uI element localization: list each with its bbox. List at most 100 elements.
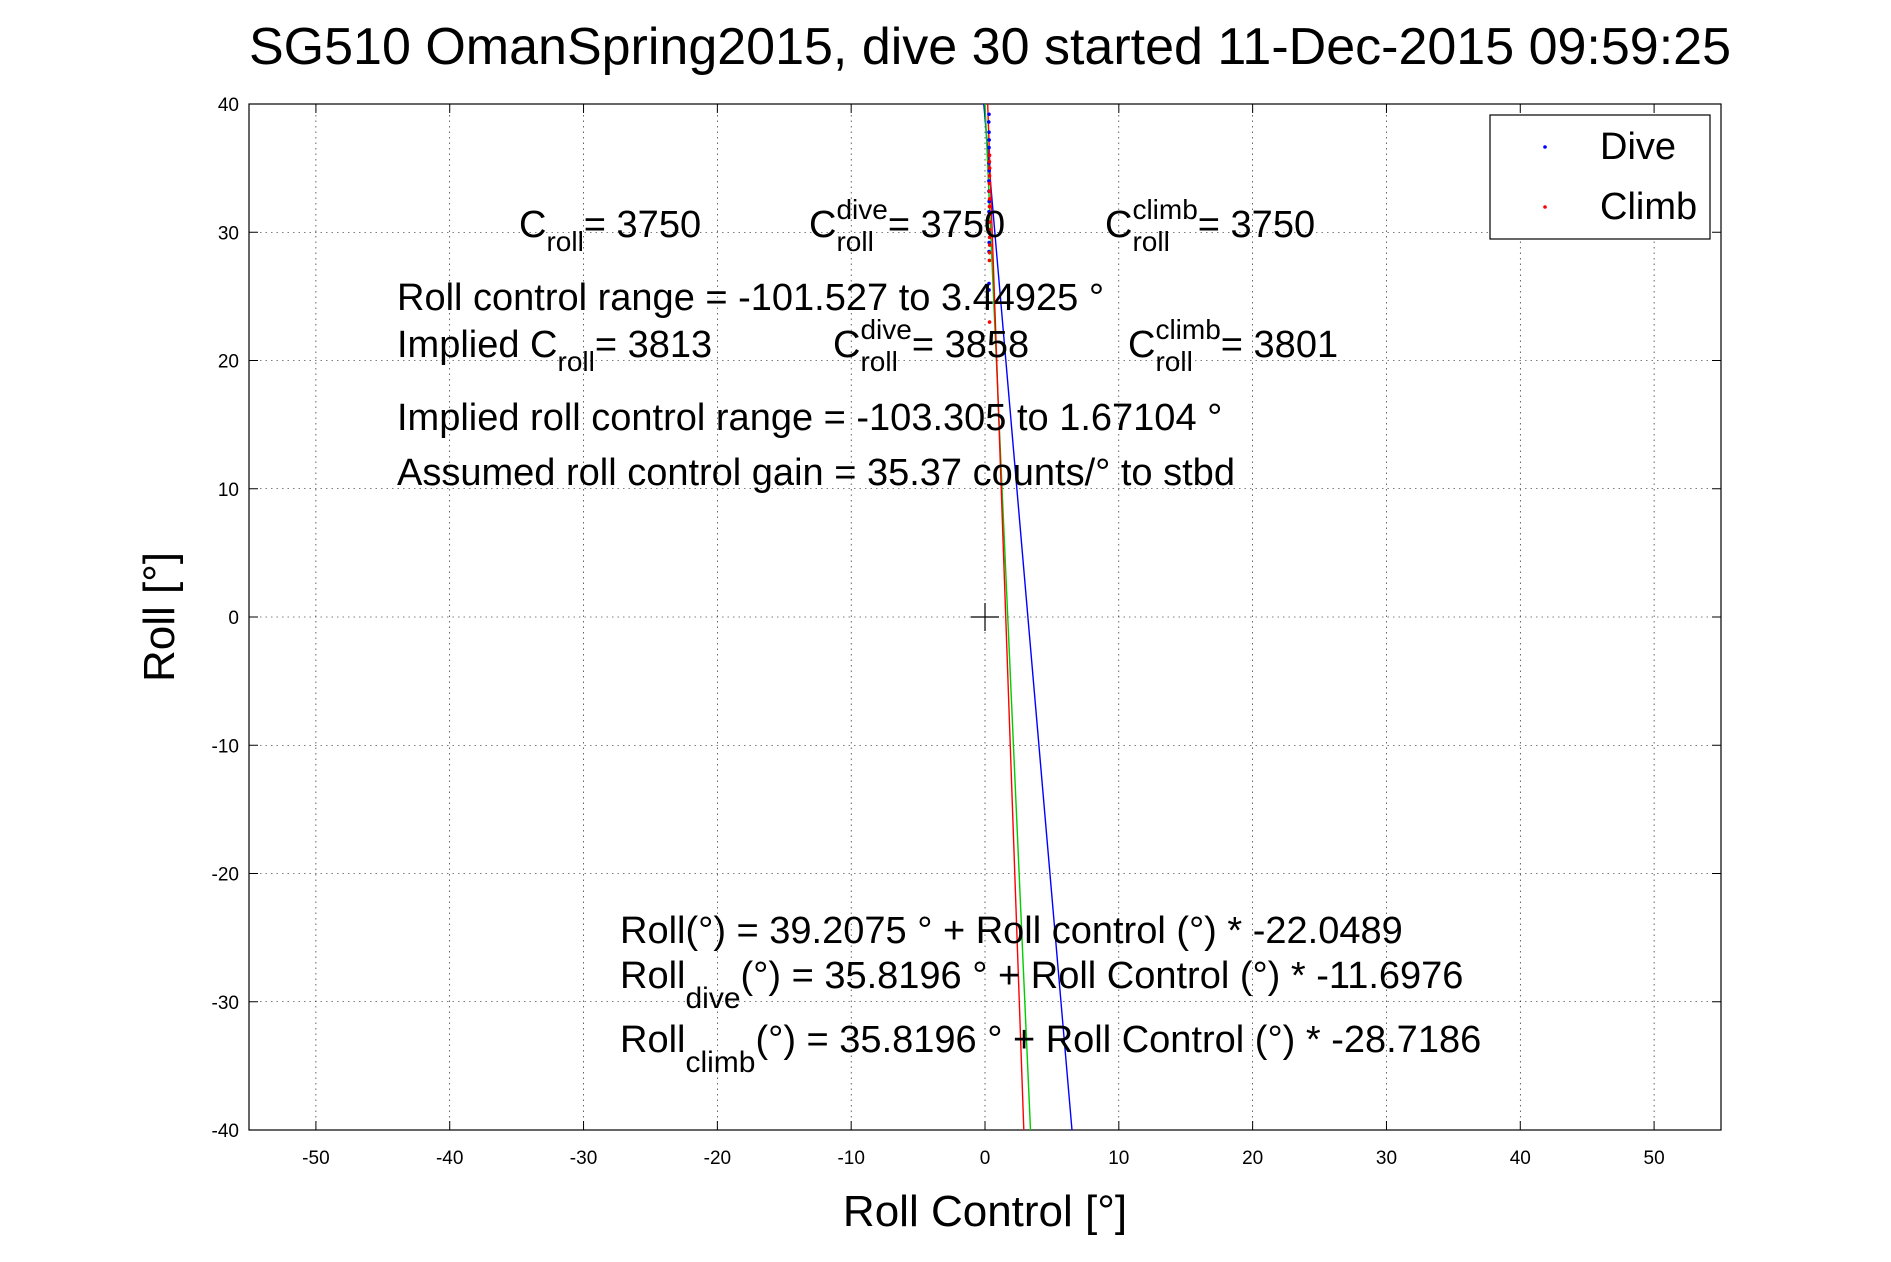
y-tick-label: -20 <box>212 865 239 886</box>
implied-term-1-value: = 3858 <box>912 324 1029 366</box>
data-points <box>986 112 992 324</box>
dive-point <box>987 281 991 286</box>
equation-main: Roll <box>620 955 685 997</box>
c-roll-term-0-value: = 3750 <box>584 204 701 246</box>
climb-point <box>987 166 992 170</box>
climb-point <box>987 159 992 164</box>
dive-point <box>987 138 991 142</box>
x-tick-label: -30 <box>570 1148 597 1169</box>
implied-term-2-main: C <box>1128 324 1155 366</box>
fit-line-climb <box>986 103 1025 1131</box>
y-axis-label: Roll [°] <box>135 552 184 682</box>
climb-point <box>987 320 992 324</box>
gain-text: Assumed roll control gain = 35.37 counts… <box>397 452 1235 494</box>
x-tick-label: 0 <box>980 1148 991 1169</box>
roll-control-range-text: Roll control range = -101.527 to 3.44925… <box>397 277 1104 319</box>
c-roll-term-2-main: C <box>1105 204 1132 246</box>
y-tick-label: -10 <box>212 736 239 757</box>
x-axis-label: Roll Control [°] <box>843 1187 1127 1236</box>
x-tick-label: 20 <box>1242 1148 1263 1169</box>
c-roll-term-0-main: C <box>519 204 546 246</box>
legend-label-dive: Dive <box>1600 126 1676 168</box>
climb-point <box>987 250 992 255</box>
regression-lines <box>983 103 1073 1131</box>
dive-point <box>987 288 991 292</box>
climb-point <box>987 189 992 194</box>
implied-term-0-sub: roll <box>558 346 595 377</box>
dive-point <box>987 130 991 135</box>
climb-point <box>987 181 992 186</box>
dive-point <box>987 145 991 150</box>
x-tick-label: 50 <box>1644 1148 1665 1169</box>
climb-point <box>987 243 992 247</box>
implied-term-0-main: Implied C <box>397 324 558 366</box>
legend: Dive Climb <box>1489 114 1711 240</box>
climb-point <box>987 197 992 201</box>
c-roll-term-2-sub: roll <box>1132 226 1169 257</box>
fit-line-overall <box>983 103 1073 1131</box>
implied-term-1-sup: dive <box>860 314 911 345</box>
x-tick-label: -50 <box>302 1148 329 1169</box>
equation-sub: climb <box>685 1046 755 1079</box>
x-tick-label: -10 <box>837 1148 864 1169</box>
y-tick-label: 20 <box>218 352 239 373</box>
dive-point <box>987 112 991 117</box>
climb-point <box>987 258 992 263</box>
x-tick-label: 40 <box>1510 1148 1531 1169</box>
climb-point <box>987 153 992 158</box>
implied-term-0-value: = 3813 <box>595 324 712 366</box>
y-tick-label: 30 <box>218 223 239 244</box>
climb-point <box>987 220 992 224</box>
y-tick-label: -40 <box>212 1121 239 1142</box>
dive-point <box>986 120 991 124</box>
origin-marker <box>971 603 999 631</box>
equation-main: Roll <box>620 910 685 952</box>
equation-body: (°) = 39.2075 ° + Roll control (°) * -22… <box>685 910 1402 952</box>
x-tick-label: -40 <box>436 1148 463 1169</box>
c-roll-term-2-value: = 3750 <box>1198 204 1315 246</box>
equation-sub: dive <box>685 982 740 1015</box>
implied-term-2-value: = 3801 <box>1221 324 1338 366</box>
c-roll-term-1-sub: roll <box>836 226 873 257</box>
equation-0: Roll (°) = 39.2075 ° + Roll control (°) … <box>620 910 1403 952</box>
y-tick-label: 10 <box>218 480 239 501</box>
legend-label-climb: Climb <box>1600 186 1697 228</box>
x-tick-label: -20 <box>704 1148 731 1169</box>
equation-body: (°) = 35.8196 ° + Roll Control (°) * -11… <box>741 955 1464 997</box>
implied-term-1-main: C <box>833 324 860 366</box>
c-roll-term-1-value: = 3750 <box>888 204 1005 246</box>
legend-marker-dive <box>1543 145 1547 149</box>
equation-main: Roll <box>620 1019 685 1061</box>
climb-point <box>987 227 992 232</box>
x-tick-label: 10 <box>1108 1148 1129 1169</box>
c-roll-term-2-sup: climb <box>1132 194 1197 225</box>
c-roll-term-1-sup: dive <box>836 194 887 225</box>
x-tick-label: 30 <box>1376 1148 1397 1169</box>
y-tick-label: -30 <box>212 993 239 1014</box>
y-tick-label: 0 <box>228 608 239 629</box>
c-roll-term-1-main: C <box>809 204 836 246</box>
chart-title: SG510 OmanSpring2015, dive 30 started 11… <box>249 18 1731 76</box>
climb-point <box>987 212 992 217</box>
climb-point <box>987 204 992 209</box>
implied-term-2-sup: climb <box>1155 314 1220 345</box>
implied-range-text: Implied roll control range = -103.305 to… <box>397 397 1222 439</box>
grid <box>249 103 1721 1131</box>
legend-box <box>1489 114 1711 240</box>
c-roll-term-0-sub: roll <box>546 226 583 257</box>
fit-line-dive <box>984 103 1032 1131</box>
regression-equations: Roll (°) = 39.2075 ° + Roll control (°) … <box>620 910 1481 1079</box>
implied-term-2-sub: roll <box>1155 346 1192 377</box>
equation-body: (°) = 35.8196 ° + Roll Control (°) * -28… <box>755 1019 1481 1061</box>
